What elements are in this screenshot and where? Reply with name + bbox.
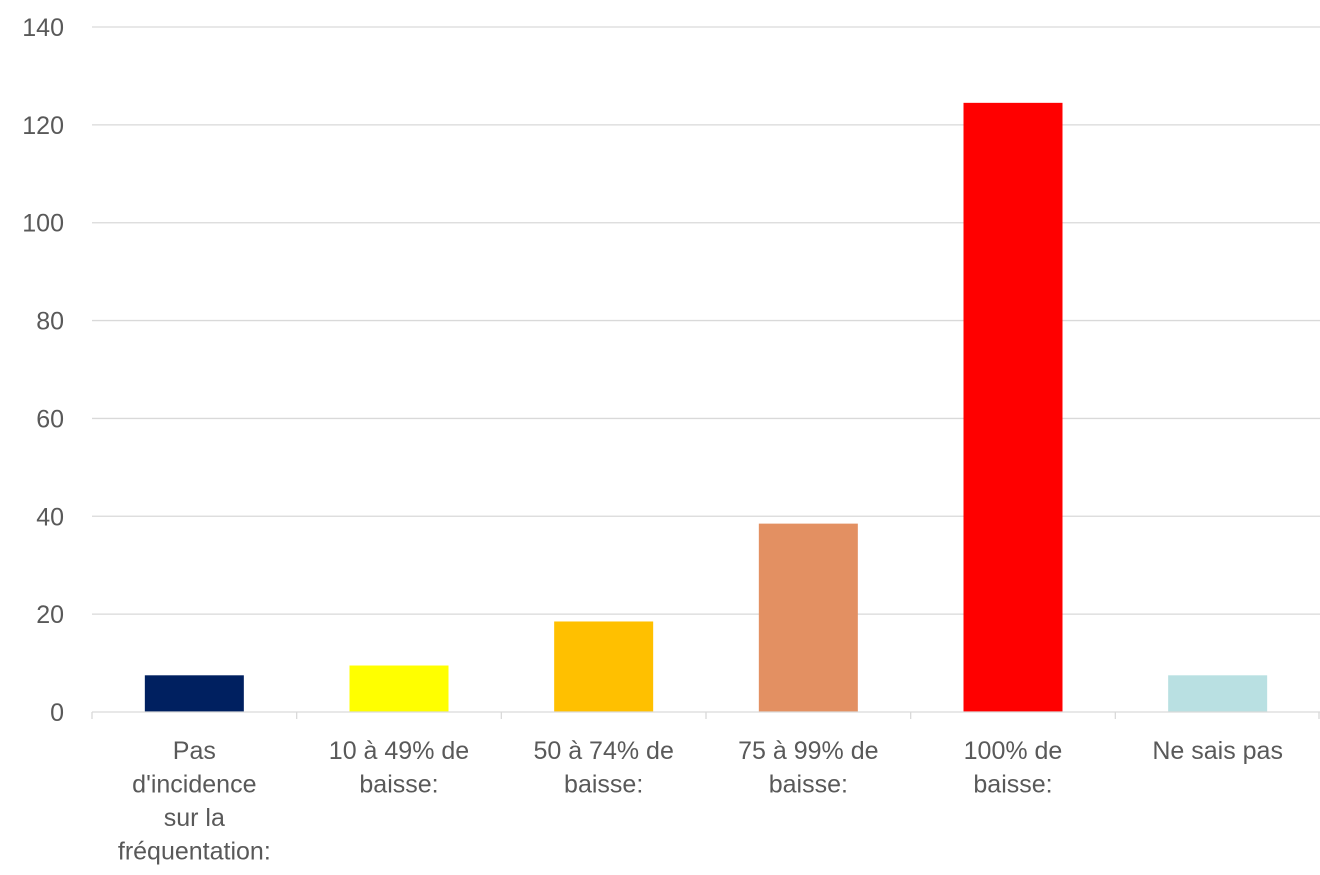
x-tick-label-line: 10 à 49% de	[329, 737, 469, 765]
x-axis	[91, 711, 1320, 719]
y-tick-label: 80	[36, 308, 64, 336]
y-tick-label: 100	[22, 210, 64, 238]
y-tick-label: 120	[22, 112, 64, 140]
x-tick-label-line: baisse:	[973, 771, 1052, 799]
gridlines	[92, 26, 1320, 615]
x-tick-label-line: baisse:	[564, 771, 643, 799]
x-tick-label: 10 à 49% de baisse:	[329, 737, 469, 799]
x-tick-label-line: Ne sais pas	[1152, 737, 1283, 765]
x-tick-label: 50 à 74% de baisse:	[533, 737, 673, 799]
x-tick-labels: Pas d'incidence sur la fréquentation: 10 à 4…	[118, 737, 1283, 866]
bar	[758, 523, 858, 712]
y-tick-label: 40	[36, 503, 64, 531]
y-tick-label: 20	[36, 601, 64, 629]
bar	[349, 665, 449, 712]
x-tick-label-line: 75 à 99% de	[738, 737, 878, 765]
x-tick-label: Ne sais pas	[1152, 737, 1283, 765]
y-tick-label: 0	[50, 699, 64, 727]
bar	[144, 675, 244, 712]
bar	[554, 621, 654, 712]
x-tick-label: Pas d'incidence sur la fréquentation:	[118, 737, 271, 866]
y-tick-label: 60	[36, 405, 64, 433]
bars	[144, 102, 1268, 712]
y-tick-labels: 0 20 40 60 80 100 120 140	[22, 14, 64, 727]
x-tick-label-line: Pas	[173, 737, 216, 765]
x-tick-label-line: sur la	[164, 804, 225, 832]
bar	[963, 102, 1063, 712]
y-tick-label: 140	[22, 14, 64, 42]
x-tick-label-line: 50 à 74% de	[533, 737, 673, 765]
x-tick-label-line: 100% de	[964, 737, 1063, 765]
x-tick-label-line: baisse:	[359, 771, 438, 799]
x-tick-label: 75 à 99% de baisse:	[738, 737, 878, 799]
x-tick-label: 100% de baisse:	[964, 737, 1063, 799]
x-tick-label-line: d'incidence	[132, 771, 256, 799]
bar	[1168, 675, 1268, 712]
x-tick-label-line: fréquentation:	[118, 838, 271, 866]
x-tick-label-line: baisse:	[769, 771, 848, 799]
